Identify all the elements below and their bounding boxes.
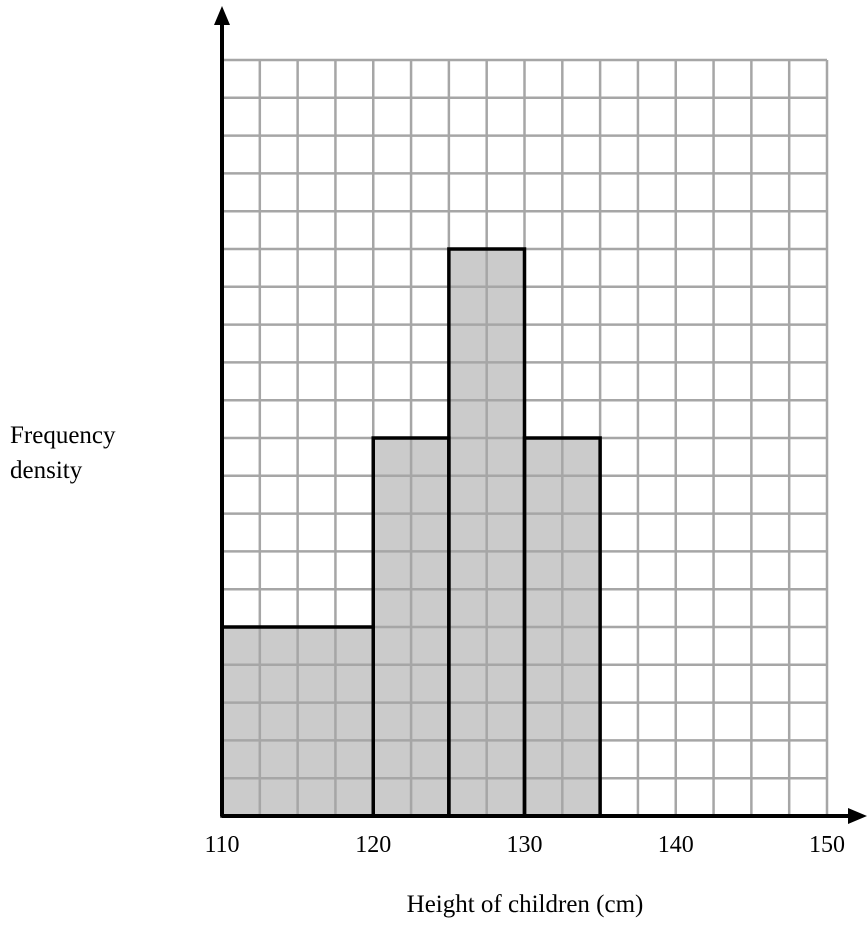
- x-axis-arrowhead: [848, 808, 867, 824]
- x-axis-title: Height of children (cm): [407, 891, 644, 918]
- y-axis-arrowhead: [214, 6, 230, 25]
- x-tick-label: 110: [204, 832, 239, 858]
- x-tick-label: 120: [355, 832, 391, 858]
- y-axis-title-line-2: density: [10, 457, 83, 484]
- axes: [214, 6, 867, 824]
- y-axis-title-line-1: Frequency: [10, 422, 116, 449]
- histogram-bars: [220, 247, 602, 818]
- x-tick-label: 150: [809, 832, 845, 858]
- x-tick-label: 130: [507, 832, 543, 858]
- y-axis-title: Frequency density: [10, 422, 116, 484]
- x-tick-labels: 110 120 130 140 150: [204, 832, 845, 858]
- x-tick-label: 140: [658, 832, 694, 858]
